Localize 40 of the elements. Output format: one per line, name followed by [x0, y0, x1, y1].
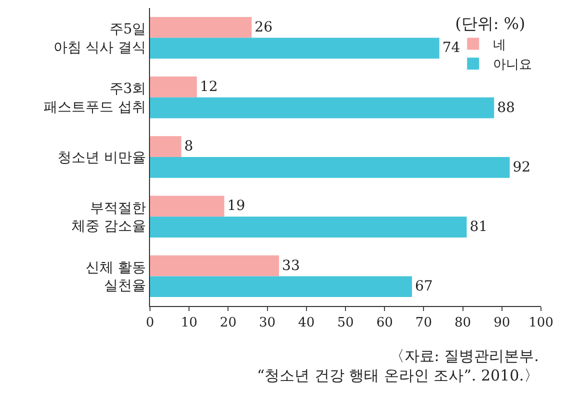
x-tick-label: 80	[454, 316, 472, 331]
x-tick-label: 60	[376, 316, 393, 331]
y-tick-label: 주5일 아침 식사 결식	[53, 22, 146, 56]
data-label: 92	[512, 159, 531, 176]
bar	[150, 38, 440, 59]
data-label: 88	[497, 100, 515, 116]
y-tick-label: 신체 활동 실천율	[86, 260, 146, 294]
x-tick-label: 100	[528, 316, 554, 331]
legend-label: 네	[493, 38, 506, 53]
x-tick-label: 30	[259, 316, 276, 331]
bar	[150, 276, 412, 298]
legend-title: (단위: %)	[455, 14, 526, 33]
x-tick-label: 40	[298, 316, 315, 331]
data-label: 67	[414, 278, 433, 295]
data-label: 81	[470, 219, 488, 236]
x-tick-label: 70	[415, 316, 432, 331]
x-tick-label: 90	[494, 316, 510, 331]
x-tick-label: 50	[337, 316, 354, 331]
text: 〈자료: 질병관리본부. “청소년 건강 행태 온라인 조사”. 2010.〉	[257, 347, 539, 384]
y-tick-label: 주3회 패스트푸드 섭취	[44, 81, 146, 116]
bar	[150, 76, 197, 98]
data-label: 74	[442, 40, 460, 56]
x-tick-label: 0	[146, 316, 154, 331]
bar	[150, 196, 224, 217]
bar	[150, 97, 494, 118]
x-tick-label: 20	[220, 316, 236, 331]
y-tick-label: 청소년 비만율	[58, 150, 146, 166]
data-label: 12	[200, 78, 218, 95]
data-label: 26	[254, 19, 273, 36]
bar	[150, 136, 182, 157]
legend-label: 아니요	[493, 58, 532, 73]
data-label: 19	[227, 198, 246, 214]
bar	[150, 216, 467, 238]
y-tick-label: 부적절한 체중 감소율	[72, 200, 146, 235]
data-label: 8	[184, 138, 194, 155]
bar	[150, 157, 510, 178]
bar	[150, 255, 280, 276]
bar	[150, 16, 252, 38]
data-label: 33	[282, 258, 300, 274]
x-tick-label: 10	[180, 316, 198, 331]
